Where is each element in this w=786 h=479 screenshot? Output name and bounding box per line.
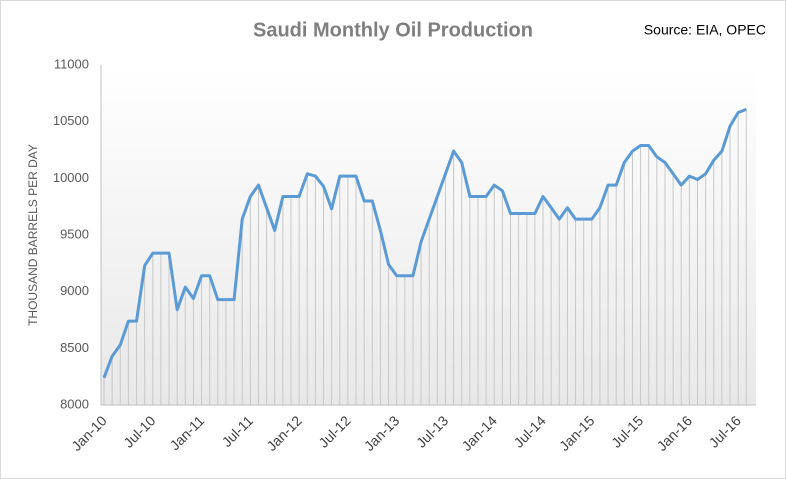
plot-area (101, 65, 756, 405)
chart-title: Saudi Monthly Oil Production (253, 19, 533, 41)
y-tick-label: 8500 (60, 340, 89, 355)
y-tick-label: 9500 (60, 226, 89, 241)
y-tick-label: 10000 (53, 170, 89, 185)
source-note: Source: EIA, OPEC (644, 22, 766, 38)
y-tick-label: 10500 (53, 113, 89, 128)
data-line (102, 107, 747, 379)
y-axis-label: THOUSAND BARRELS PER DAY (26, 144, 40, 326)
y-tick-label: 9000 (60, 283, 89, 298)
y-tick-label: 8000 (60, 396, 89, 411)
y-tick-label: 11000 (54, 56, 89, 71)
